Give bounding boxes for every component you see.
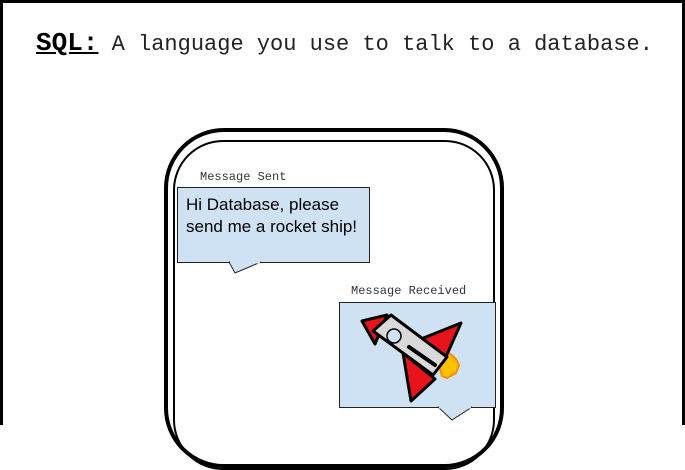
sent-caption: Message Sent — [200, 170, 287, 184]
sent-message-bubble: Hi Database, please send me a rocket shi… — [177, 187, 370, 263]
panel-frame — [0, 0, 685, 425]
definition: SQL: A language you use to talk to a dat… — [36, 28, 656, 60]
definition-term: SQL: — [36, 28, 99, 58]
sent-bubble-tail — [229, 261, 261, 274]
definition-text: A language you use to talk to a database… — [111, 32, 653, 57]
received-bubble-tail — [438, 406, 472, 421]
received-message-bubble — [339, 302, 496, 408]
received-caption: Message Received — [351, 284, 467, 298]
rocket-ship-icon — [360, 313, 463, 403]
